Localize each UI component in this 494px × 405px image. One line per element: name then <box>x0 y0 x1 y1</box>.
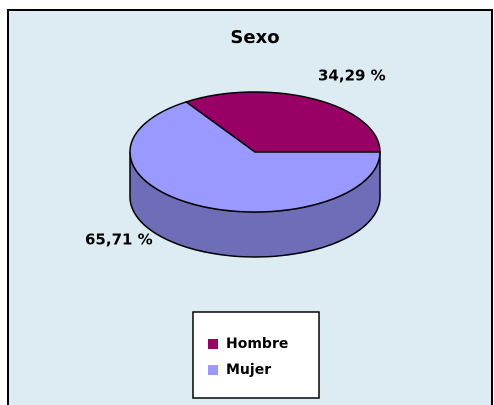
legend-box <box>192 311 320 399</box>
data-label: 65,71 % <box>85 231 153 249</box>
legend-label: Hombre <box>226 336 288 352</box>
legend-swatch <box>208 339 218 349</box>
legend-swatch <box>208 365 218 375</box>
chart-title: Sexo <box>230 27 279 48</box>
legend-label: Mujer <box>226 362 271 378</box>
pie-slice <box>129 101 381 213</box>
data-label: 34,29 % <box>318 67 386 85</box>
